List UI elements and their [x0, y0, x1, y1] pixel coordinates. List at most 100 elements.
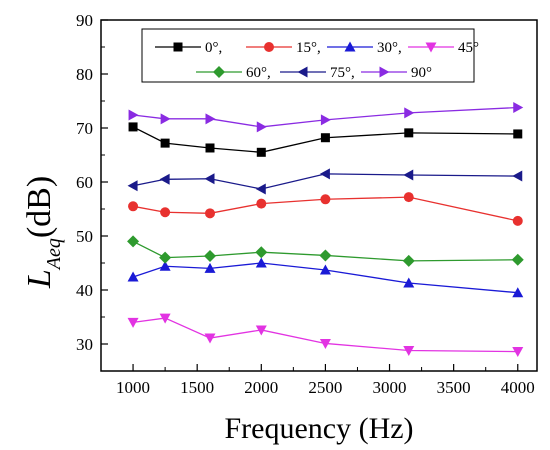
y-tick-label: 70	[76, 119, 93, 138]
data-point	[404, 107, 415, 119]
data-point	[255, 246, 268, 259]
data-point	[127, 271, 139, 282]
data-point	[512, 347, 524, 358]
data-point	[255, 183, 266, 195]
data-point	[204, 249, 216, 262]
series-0	[128, 122, 523, 157]
data-point	[319, 249, 332, 262]
axes: 1000 1500 2000 2500 3000 3500 4000 30 40 50 60 70 80…	[76, 11, 538, 397]
y-axis-title: LAeq(dB)	[21, 176, 65, 289]
data-point	[204, 173, 215, 185]
data-point	[512, 287, 524, 298]
legend-item: 0°,	[155, 40, 222, 56]
legend-marker	[213, 66, 225, 78]
data-point	[513, 129, 523, 139]
data-point	[127, 317, 139, 328]
legend-box	[141, 28, 475, 83]
y-tick-label: 60	[76, 173, 93, 192]
legend: 0°, 15°, 30°, 45° 60°, 75°, 90°	[141, 28, 479, 83]
data-point	[512, 170, 523, 182]
series-5	[127, 168, 523, 195]
data-point	[204, 333, 216, 344]
y-tick-label: 30	[76, 335, 93, 354]
x-tick-label: 3500	[437, 378, 471, 397]
legend-marker	[425, 42, 437, 53]
legend-item: 15°,	[246, 40, 321, 56]
x-tick-label: 1500	[180, 378, 214, 397]
series-1	[128, 192, 523, 226]
data-point	[159, 260, 171, 271]
data-point	[205, 143, 215, 153]
x-tick-label: 4000	[501, 378, 535, 397]
x-tick-label: 2500	[308, 378, 342, 397]
data-point	[256, 121, 267, 133]
series-4	[127, 235, 524, 267]
x-tick-label: 2000	[244, 378, 278, 397]
data-point	[128, 201, 139, 212]
data-point	[255, 257, 267, 268]
data-point	[128, 109, 139, 121]
legend-label: 30°,	[377, 40, 402, 56]
data-point	[320, 114, 331, 126]
legend-item: 90°	[361, 65, 432, 81]
data-point	[160, 113, 171, 125]
data-point	[403, 192, 414, 203]
y-tick-label: 40	[76, 281, 93, 300]
y-axis-title-main: L	[21, 269, 58, 289]
legend-label: 0°,	[205, 40, 222, 56]
data-point	[159, 173, 170, 185]
data-point	[403, 345, 415, 356]
data-point	[319, 168, 330, 180]
legend-marker	[264, 42, 274, 52]
legend-item: 30°,	[327, 40, 402, 56]
data-point	[256, 198, 267, 209]
data-point	[160, 207, 171, 218]
legend-item: 75°,	[280, 65, 355, 81]
legend-label: 90°	[411, 65, 432, 81]
data-point	[511, 253, 524, 266]
x-tick-label: 3000	[373, 378, 407, 397]
data-point	[159, 251, 172, 264]
legend-item: 45°	[408, 40, 479, 56]
series-2	[127, 257, 524, 298]
data-point	[320, 194, 331, 205]
legend-label: 75°,	[330, 65, 355, 81]
y-axis-title-sub: Aeq	[43, 238, 65, 271]
data-point	[255, 325, 267, 336]
plot-frame	[100, 19, 538, 372]
series-6	[128, 101, 524, 133]
data-point	[127, 180, 138, 192]
data-point	[205, 113, 216, 125]
legend-marker	[173, 42, 183, 52]
data-point	[128, 122, 138, 132]
legend-item: 60°,	[196, 65, 271, 81]
legend-label: 45°	[458, 40, 479, 56]
data-point	[319, 264, 331, 275]
data-point	[403, 277, 415, 288]
data-point	[160, 138, 170, 148]
data-point	[513, 101, 524, 113]
legend-label: 60°,	[246, 65, 271, 81]
data-point	[127, 235, 140, 248]
data-point	[320, 133, 330, 143]
series-3	[127, 313, 524, 358]
legend-label: 15°,	[296, 40, 321, 56]
legend-marker	[297, 66, 308, 78]
x-tick-label: 1000	[116, 378, 150, 397]
data-point	[205, 208, 215, 219]
series-layer	[127, 101, 524, 358]
data-point	[404, 128, 414, 138]
data-point	[512, 215, 523, 226]
y-tick-label: 90	[76, 11, 93, 30]
x-axis-title: Frequency (Hz)	[224, 412, 413, 445]
y-axis-title-unit: (dB)	[21, 176, 58, 238]
legend-marker	[379, 66, 390, 78]
data-point	[403, 169, 414, 181]
y-tick-label: 80	[76, 65, 93, 84]
data-point	[402, 254, 415, 267]
legend-marker	[344, 41, 356, 52]
data-point	[319, 338, 331, 349]
data-point	[256, 147, 266, 157]
